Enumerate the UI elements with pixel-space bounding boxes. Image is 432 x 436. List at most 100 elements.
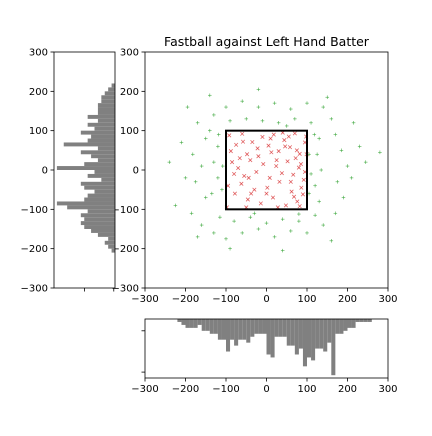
bottom-hist-bar [331, 319, 336, 376]
x-point [292, 131, 297, 136]
x-point [260, 134, 265, 140]
left-hist-bar [87, 114, 115, 119]
y-tick-label: −100 [21, 205, 48, 216]
plus-point [224, 105, 228, 109]
left-hist-bar [56, 201, 115, 206]
plus-point [195, 121, 200, 125]
y-tick-label: 0 [42, 166, 48, 177]
x-tick-label: 200 [338, 294, 357, 305]
x-point [269, 150, 274, 155]
plus-point [363, 160, 368, 164]
plus-point [349, 176, 354, 180]
x-point [297, 204, 302, 209]
bottom-histogram-bars [177, 319, 372, 376]
left-hist-bar [97, 103, 115, 108]
plus-point [335, 180, 340, 184]
plus-point [256, 87, 261, 92]
bottom-hist-bar [274, 319, 279, 337]
left-hist-bar [108, 236, 115, 241]
left-hist-bar [80, 213, 115, 218]
x-point [287, 145, 293, 150]
x-tick-label: 200 [338, 384, 357, 395]
x-point [248, 158, 253, 163]
x-point [240, 131, 245, 136]
plus-point [179, 140, 184, 145]
plus-point [195, 235, 200, 239]
bottom-hist-bar [339, 319, 344, 334]
x-tick-label: −300 [131, 294, 158, 305]
left-hist-bar [91, 134, 115, 139]
x-point [234, 142, 239, 147]
left-hist-bar [84, 217, 115, 222]
plus-point [173, 203, 178, 208]
plus-point [378, 150, 382, 155]
x-point [301, 177, 306, 182]
bottom-hist-bar [266, 319, 271, 355]
main-y-axis: 300 200 100 0 −100 −200 −300 [112, 48, 145, 295]
plus-point [260, 119, 265, 123]
x-point [261, 162, 266, 167]
plus-point [190, 152, 195, 157]
bottom-hist-bar [197, 319, 202, 325]
plus-point [272, 235, 277, 239]
left-hist-bar [94, 126, 115, 131]
plus-point [240, 231, 244, 235]
bottom-hist-bar [351, 319, 356, 328]
y-tick-label: −100 [112, 205, 139, 216]
bottom-hist-bar [363, 319, 368, 322]
plus-point [329, 117, 334, 121]
bottom-hist-bar [205, 319, 210, 331]
x-point [289, 189, 294, 194]
bottom-hist-bar [359, 319, 364, 322]
bottom-hist-bar [246, 319, 251, 343]
x-tick-label: −200 [172, 384, 199, 395]
x-point [240, 139, 246, 144]
left-hist-bar [80, 221, 115, 226]
bottom-hist-bar [254, 319, 259, 334]
plus-point [224, 237, 228, 241]
bottom-hist-bar [185, 319, 190, 328]
plus-point [256, 227, 261, 231]
plus-point [193, 180, 198, 184]
plus-point [240, 99, 244, 103]
x-point [299, 185, 304, 190]
left-histogram-bars [56, 83, 115, 253]
left-hist-bar [97, 158, 115, 163]
plus-point [216, 144, 220, 149]
plus-point [305, 231, 309, 235]
left-hist-bar [104, 91, 115, 96]
left-hist-bar [91, 229, 115, 233]
left-hist-bar [87, 173, 115, 178]
bottom-hist-bar [213, 319, 218, 334]
bottom-x-axis: −300 −200 −100 0 100 200 300 [131, 378, 398, 395]
left-hist-bar [97, 146, 115, 151]
bottom-hist-bar [201, 319, 206, 331]
left-hist-bar [91, 154, 115, 159]
bottom-hist-bar [319, 319, 324, 349]
plus-point [297, 212, 301, 216]
bottom-hist-bar [367, 319, 372, 322]
x-tick-label: 300 [378, 294, 397, 305]
plus-point [210, 191, 214, 196]
plus-point [293, 117, 297, 121]
y-tick-label: 300 [120, 48, 139, 59]
left-hist-bar [84, 197, 115, 202]
plus-point [305, 101, 309, 105]
plus-point [321, 223, 325, 227]
x-point [288, 179, 293, 184]
bottom-y-axis [141, 330, 145, 373]
plus-point [216, 132, 221, 137]
left-hist-bar [111, 83, 115, 88]
x-point [286, 134, 291, 139]
left-hist-bar [97, 232, 115, 237]
left-hist-bar [84, 225, 115, 229]
x-point [244, 152, 250, 157]
bottom-hist-bar [278, 319, 283, 337]
bottom-hist-bar [294, 319, 299, 355]
x-point [246, 175, 251, 180]
bottom-hist-bar [282, 319, 287, 337]
left-hist-bar [97, 118, 115, 123]
x-tick-label: 100 [297, 384, 316, 395]
